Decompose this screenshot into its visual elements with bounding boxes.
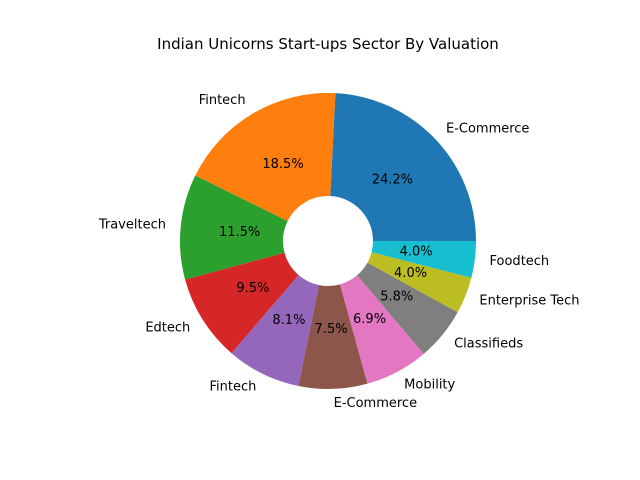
slice-labels: E-Commerce Fintech Traveltech Edtech Fintech… xyxy=(98,93,580,411)
pie-slice xyxy=(179,175,288,280)
percent-label: 8.1% xyxy=(272,313,305,328)
percent-label: 6.9% xyxy=(353,312,386,327)
percent-label: 24.2% xyxy=(372,172,413,187)
percent-label: 18.5% xyxy=(262,157,303,172)
slice-label: Edtech xyxy=(145,320,190,335)
pie-slice xyxy=(330,93,476,242)
pie-slice xyxy=(371,241,476,278)
percent-labels: 24.2% 18.5% 11.5% 9.5% 8.1% 7.5% 6.9% 5.8% 4.0% 4… xyxy=(219,157,433,337)
percent-label: 4.0% xyxy=(400,245,433,260)
slice-label: Fintech xyxy=(210,380,257,395)
chart-title: Indian Unicorns Start-ups Sector By Valu… xyxy=(157,35,499,53)
percent-label: 7.5% xyxy=(315,322,348,337)
pie-slice xyxy=(185,252,299,354)
slice-label: Fintech xyxy=(199,93,246,108)
pie-slice xyxy=(298,284,368,389)
pie-slices xyxy=(179,92,476,389)
pie-slice xyxy=(231,275,320,387)
slice-label: Enterprise Tech xyxy=(479,293,579,308)
pie-slice xyxy=(357,262,458,354)
slice-label: Foodtech xyxy=(490,254,550,269)
slice-label: Classifieds xyxy=(454,336,523,351)
percent-label: 4.0% xyxy=(394,266,427,281)
pie-slice xyxy=(195,92,336,222)
slice-label: Mobility xyxy=(404,377,455,392)
percent-label: 5.8% xyxy=(380,290,413,305)
slice-label: Traveltech xyxy=(98,218,166,233)
pie-slice xyxy=(367,252,472,313)
percent-label: 11.5% xyxy=(219,225,260,240)
slice-label: E-Commerce xyxy=(334,396,417,411)
percent-label: 9.5% xyxy=(236,281,269,296)
pie-slice xyxy=(340,275,424,384)
slice-label: E-Commerce xyxy=(446,121,529,136)
